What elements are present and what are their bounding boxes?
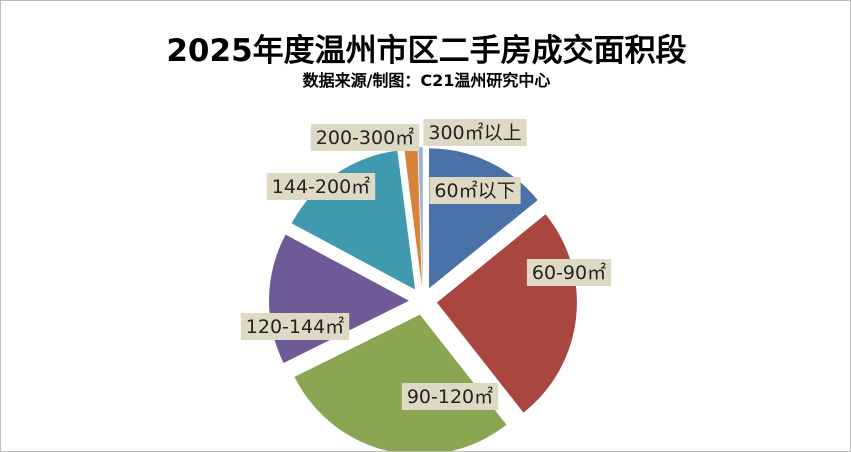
slice-label-box bbox=[240, 313, 350, 340]
slice-label-1: 60㎡以下 bbox=[429, 177, 521, 204]
slice-label-text: 60㎡以下 bbox=[434, 179, 515, 202]
slice-label-4: 120-144㎡ bbox=[240, 313, 350, 340]
slice-label-box bbox=[429, 177, 521, 204]
chart-title: 2025年度温州市区二手房成交面积段 bbox=[166, 33, 687, 69]
slice-label-text: 60-90㎡ bbox=[532, 261, 606, 284]
pie-slice-3 bbox=[294, 314, 507, 451]
pie-slice-7 bbox=[418, 147, 423, 288]
slice-label-text: 120-144㎡ bbox=[246, 315, 344, 338]
slice-label-6: 200-300㎡ bbox=[310, 124, 420, 151]
slice-label-text: 200-300㎡ bbox=[316, 126, 414, 149]
slice-label-box bbox=[423, 119, 527, 146]
slice-label-2: 60-90㎡ bbox=[526, 259, 612, 286]
slice-label-box bbox=[526, 259, 612, 286]
slice-label-3: 90-120㎡ bbox=[401, 383, 499, 410]
chart-subtitle: 数据来源/制图：C21温州研究中心 bbox=[302, 71, 551, 90]
slice-label-text: 144-200㎡ bbox=[272, 175, 370, 198]
slice-label-box bbox=[401, 383, 499, 410]
pie-slice-6 bbox=[404, 147, 422, 288]
slice-label-box bbox=[266, 173, 376, 200]
pie-labels: 60㎡以下 60-90㎡ 90-120㎡ 120-144㎡ 144-200㎡ 200-30… bbox=[240, 119, 612, 410]
slice-label-5: 144-200㎡ bbox=[266, 173, 376, 200]
slice-label-text: 90-120㎡ bbox=[407, 385, 493, 408]
slice-label-text: 300㎡以上 bbox=[428, 121, 521, 144]
slice-label-7: 300㎡以上 bbox=[423, 119, 527, 146]
slice-label-box bbox=[310, 124, 420, 151]
